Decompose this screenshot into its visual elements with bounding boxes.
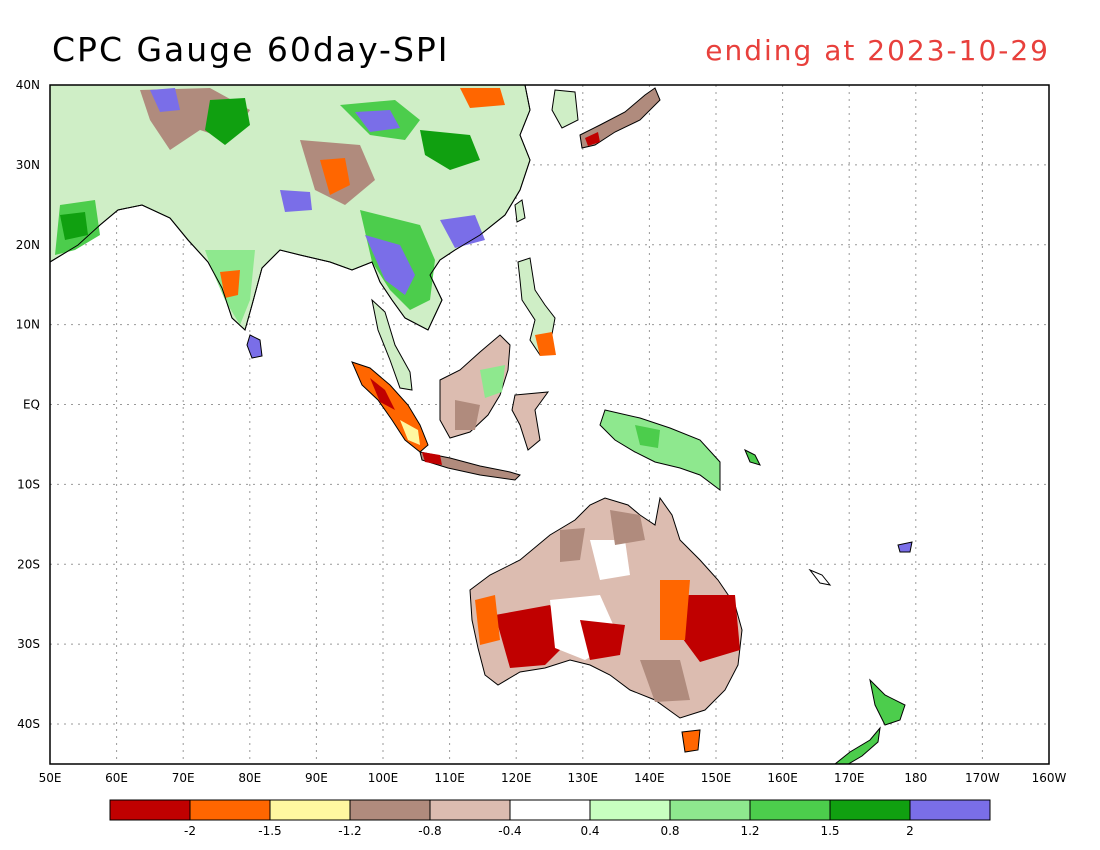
lon-tick-label: 130E [568, 771, 599, 785]
legend-swatch [829, 799, 911, 821]
legend-label: -1.2 [338, 824, 361, 838]
lon-tick-label: 150E [701, 771, 732, 785]
legend-swatch [189, 799, 271, 821]
lon-tick-label: 110E [434, 771, 465, 785]
latitude-labels: 40N 30N 20N 10N EQ 10S 20S 30S 40S [16, 78, 40, 731]
land-new-zealand [834, 678, 906, 764]
land-australia [469, 496, 743, 719]
lon-tick-label: 70E [172, 771, 195, 785]
legend-label: 0.4 [580, 824, 599, 838]
land-malay-peninsula [371, 298, 413, 391]
map-title: CPC Gauge 60day-SPI [52, 30, 450, 69]
lon-tick-label: 80E [238, 771, 261, 785]
land-borneo [439, 334, 511, 439]
legend-swatch [749, 799, 831, 821]
land-sulawesi [511, 391, 550, 451]
legend-label: 1.5 [820, 824, 839, 838]
lon-tick-label: 140E [634, 771, 665, 785]
land-fiji [897, 541, 913, 553]
land-asia [50, 85, 531, 331]
legend-label: 0.8 [660, 824, 679, 838]
legend-swatch [429, 799, 511, 821]
land-sri-lanka [246, 334, 263, 359]
lon-tick-label: 120E [501, 771, 532, 785]
lat-tick-label: 20S [17, 557, 40, 571]
lon-tick-label: 60E [105, 771, 128, 785]
longitude-labels: 50E 60E 70E 80E 90E 100E 110E 120E 130E 140E 150E 1… [39, 771, 1067, 785]
legend-swatch [349, 799, 431, 821]
lon-tick-label: 180 [904, 771, 927, 785]
land-philippines [514, 199, 556, 356]
land-sumatra [351, 361, 429, 453]
lat-tick-label: EQ [23, 398, 40, 412]
legend-label: -0.8 [418, 824, 441, 838]
legend-label: -1.5 [258, 824, 281, 838]
land-tasmania [681, 729, 701, 753]
legend-swatch [109, 799, 191, 821]
land-japan [551, 87, 661, 149]
legend-swatch [269, 799, 351, 821]
lon-tick-label: 160W [1032, 771, 1067, 785]
land-solomon-islands [744, 448, 761, 466]
lon-tick-label: 170E [834, 771, 865, 785]
legend-swatch [589, 799, 671, 821]
lon-tick-label: 170W [965, 771, 1000, 785]
lon-tick-label: 100E [368, 771, 399, 785]
legend-swatch [669, 799, 751, 821]
lat-tick-label: 10S [17, 477, 40, 491]
land-new-guinea [599, 409, 721, 491]
land-java [419, 451, 521, 481]
lat-tick-label: 40S [17, 717, 40, 731]
lon-tick-label: 160E [767, 771, 798, 785]
land-new-caledonia [808, 568, 832, 586]
lat-tick-label: 30S [17, 637, 40, 651]
color-legend: -2 -1.5 -1.2 -0.8 -0.4 0.4 0.8 1.2 1.5 2 [109, 799, 991, 838]
lon-tick-label: 50E [39, 771, 62, 785]
legend-label: -0.4 [498, 824, 521, 838]
legend-swatch [909, 799, 991, 821]
lat-tick-label: 10N [16, 318, 40, 332]
plot-frame [49, 84, 1050, 765]
legend-label: 2 [906, 824, 914, 838]
legend-label: 1.2 [740, 824, 759, 838]
lat-tick-label: 40N [16, 78, 40, 92]
lat-tick-label: 30N [16, 158, 40, 172]
legend-swatch [509, 799, 591, 821]
legend-label: -2 [184, 824, 196, 838]
lat-tick-label: 20N [16, 238, 40, 252]
lon-tick-label: 90E [305, 771, 328, 785]
date-subtitle: ending at 2023-10-29 [705, 34, 1050, 67]
